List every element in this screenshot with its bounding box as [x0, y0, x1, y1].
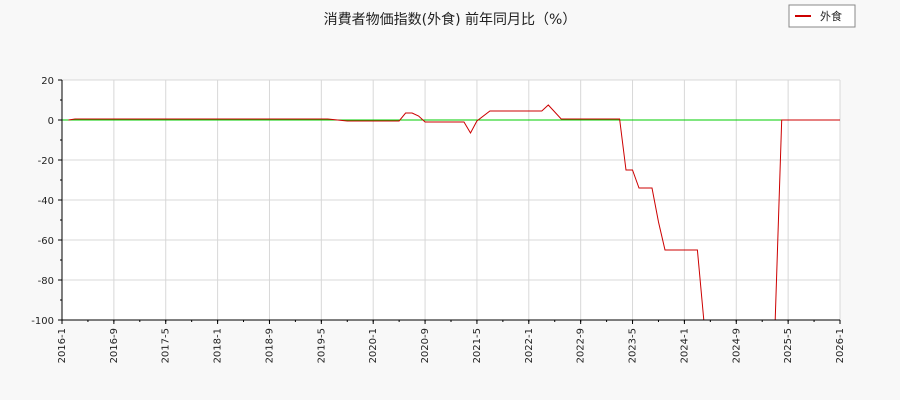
- x-tick-label: 2025-5: [783, 328, 794, 363]
- legend: 外食: [788, 4, 856, 28]
- x-tick-label: 2018-9: [264, 328, 275, 363]
- y-tick-label: -40: [38, 196, 54, 207]
- y-axis-ticks: 20 0 -20 -40 -60 -80 -100: [31, 76, 62, 327]
- x-tick-label: 2026-1: [835, 328, 846, 363]
- y-tick-label: 20: [41, 76, 54, 87]
- x-tick-label: 2016-1: [57, 328, 68, 363]
- x-tick-label: 2016-9: [109, 328, 120, 363]
- series-line-外食: [68, 104, 840, 321]
- x-tick-label: 2022-9: [576, 328, 587, 363]
- y-tick-label: -80: [38, 276, 54, 287]
- x-tick-label: 2018-1: [213, 328, 224, 363]
- legend-box: [788, 4, 856, 28]
- x-tick-label: 2024-9: [731, 328, 742, 363]
- y-tick-label: -100: [31, 316, 54, 327]
- x-tick-label: 2020-9: [420, 328, 431, 363]
- y-tick-label: -20: [38, 156, 54, 167]
- legend-label: 外食: [820, 9, 842, 23]
- x-tick-label: 2019-5: [316, 328, 327, 363]
- chart-title: 消費者物価指数(外食) 前年同月比（%）: [324, 11, 577, 28]
- x-tick-label: 2021-5: [472, 328, 483, 363]
- x-tick-label: 2022-1: [524, 328, 535, 363]
- x-tick-label: 2023-5: [628, 328, 639, 363]
- grid: [61, 79, 841, 321]
- x-axis-ticks: 2016-1 2016-9 2017-5 2018-1 2018-9 2019-5 2020…: [57, 320, 846, 363]
- x-tick-label: 2017-5: [161, 328, 172, 363]
- x-tick-label: 2020-1: [368, 328, 379, 363]
- x-tick-label: 2024-1: [679, 328, 690, 363]
- y-tick-label: 0: [48, 116, 54, 127]
- y-tick-label: -60: [38, 236, 54, 247]
